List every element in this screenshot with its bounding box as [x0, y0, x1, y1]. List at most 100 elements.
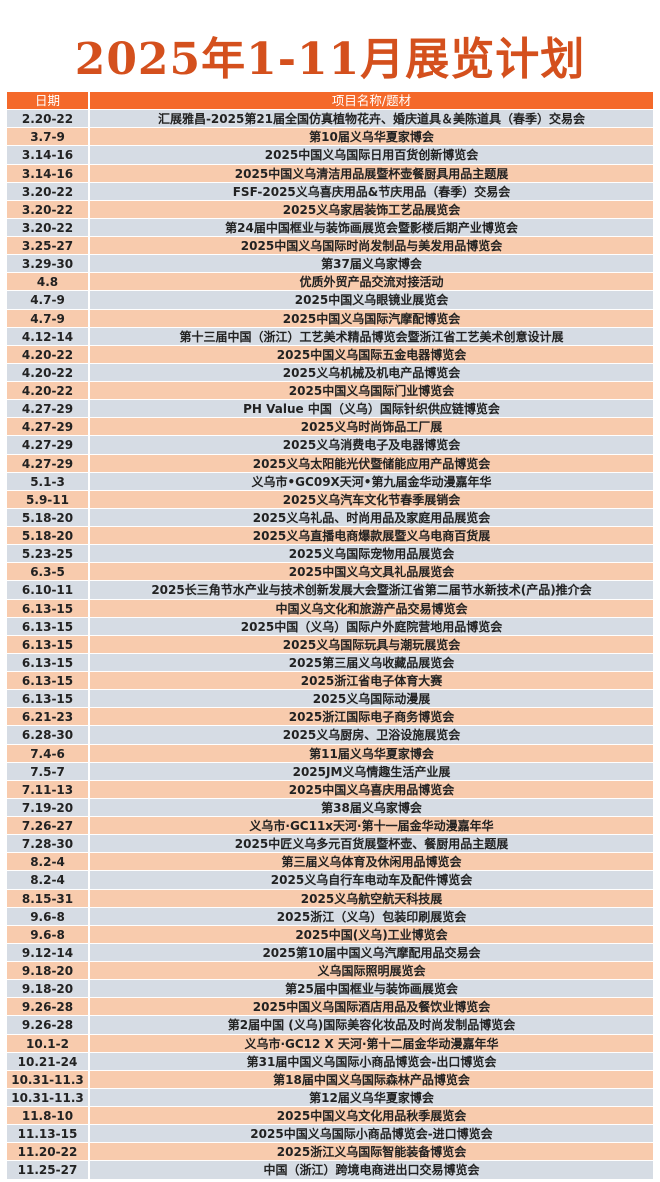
cell-exhibition-name: FSF-2025义乌喜庆用品&节庆用品（春季）交易会: [90, 182, 653, 201]
cell-exhibition-name: PH Value 中国（义乌）国际针织供应链博览会: [90, 400, 653, 419]
cell-exhibition-name: 2025浙江国际电子商务博览会: [90, 708, 653, 727]
cell-exhibition-name: 第24届中国框业与装饰画展览会暨影楼后期产业博览会: [90, 218, 653, 237]
cell-date: 4.7-9: [7, 309, 88, 328]
cell-exhibition-name: 义乌国际照明展览会: [90, 962, 653, 981]
table-row: 6.13-15 2025第三届义乌收藏品展览会: [7, 653, 653, 672]
table-row: 4.20-22 2025中国义乌国际门业博览会: [7, 382, 653, 401]
cell-date: 5.23-25: [7, 545, 88, 564]
cell-date: 4.27-29: [7, 400, 88, 419]
table-row: 3.14-16 2025中国义乌清洁用品展暨杯壶餐厨具用品主题展: [7, 164, 653, 183]
cell-exhibition-name: 第十三届中国（浙江）工艺美术精品博览会暨浙江省工艺美术创意设计展: [90, 327, 653, 346]
cell-date: 3.7-9: [7, 128, 88, 147]
cell-exhibition-name: 2025义乌航空航天科技展: [90, 889, 653, 908]
cell-date: 8.15-31: [7, 889, 88, 908]
cell-date: 11.25-27: [7, 1161, 88, 1180]
cell-exhibition-name: 2025义乌太阳能光伏暨储能应用产品博览会: [90, 454, 653, 473]
cell-date: 7.28-30: [7, 835, 88, 854]
cell-exhibition-name: 2025长三角节水产业与技术创新发展大会暨浙江省第二届节水新技术(产品)推介会: [90, 581, 653, 600]
table-body: 2.20-22 汇展雅昌-2025第21届全国仿真植物花卉、婚庆道具＆美陈道具（春…: [7, 110, 653, 1180]
cell-date: 6.3-5: [7, 563, 88, 582]
cell-exhibition-name: 第18届中国义乌国际森林产品博览会: [90, 1070, 653, 1089]
cell-exhibition-name: 2025义乌国际玩具与潮玩展览会: [90, 635, 653, 654]
cell-date: 6.13-15: [7, 690, 88, 709]
cell-date: 5.1-3: [7, 472, 88, 491]
cell-date: 10.21-24: [7, 1052, 88, 1071]
table-row: 2.20-22 汇展雅昌-2025第21届全国仿真植物花卉、婚庆道具＆美陈道具（春…: [7, 110, 653, 129]
cell-date: 4.27-29: [7, 436, 88, 455]
cell-date: 10.1-2: [7, 1034, 88, 1053]
table-row: 6.13-15 2025中国（义乌）国际户外庭院营地用品博览会: [7, 617, 653, 636]
cell-exhibition-name: 2025中国义乌国际时尚发制品与美发用品博览会: [90, 237, 653, 256]
table-row: 10.21-24 第31届中国义乌国际小商品博览会-出口博览会: [7, 1052, 653, 1071]
exhibition-table: 日期 项目名称/题材 2.20-22 汇展雅昌-2025第21届全国仿真植物花卉、…: [7, 92, 653, 1180]
cell-exhibition-name: 义乌市•GC09X天河•第九届金华动漫嘉年华: [90, 472, 653, 491]
cell-date: 3.14-16: [7, 146, 88, 165]
cell-date: 5.9-11: [7, 490, 88, 509]
cell-exhibition-name: 第11届义乌华夏家博会: [90, 744, 653, 763]
cell-exhibition-name: 2025第10届中国义乌汽摩配用品交易会: [90, 943, 653, 962]
cell-date: 6.13-15: [7, 635, 88, 654]
table-row: 8.15-31 2025义乌航空航天科技展: [7, 889, 653, 908]
cell-date: 6.21-23: [7, 708, 88, 727]
cell-exhibition-name: 2025浙江省电子体育大赛: [90, 672, 653, 691]
table-row: 6.13-15 2025浙江省电子体育大赛: [7, 672, 653, 691]
cell-date: 5.18-20: [7, 527, 88, 546]
cell-exhibition-name: 2025义乌国际宠物用品展览会: [90, 545, 653, 564]
cell-exhibition-name: 2025中国（义乌）国际户外庭院营地用品博览会: [90, 617, 653, 636]
table-row: 3.25-27 2025中国义乌国际时尚发制品与美发用品博览会: [7, 237, 653, 256]
cell-date: 3.20-22: [7, 200, 88, 219]
cell-date: 6.10-11: [7, 581, 88, 600]
table-row: 9.6-8 2025中国(义乌)工业博览会: [7, 925, 653, 944]
table-row: 3.20-22 2025义乌家居装饰工艺品展览会: [7, 200, 653, 219]
cell-exhibition-name: 第38届义乌家博会: [90, 798, 653, 817]
cell-date: 10.31-11.3: [7, 1088, 88, 1107]
table-row: 10.31-11.3 第12届义乌华夏家博会: [7, 1088, 653, 1107]
table-row: 4.27-29 2025义乌消费电子及电器博览会: [7, 436, 653, 455]
cell-date: 4.27-29: [7, 418, 88, 437]
table-row: 7.11-13 2025中国义乌喜庆用品博览会: [7, 780, 653, 799]
cell-exhibition-name: 汇展雅昌-2025第21届全国仿真植物花卉、婚庆道具＆美陈道具（春季）交易会: [90, 110, 653, 129]
cell-date: 3.14-16: [7, 164, 88, 183]
cell-date: 9.12-14: [7, 943, 88, 962]
cell-exhibition-name: 义乌市·GC12 X 天河·第十二届金华动漫嘉年华: [90, 1034, 653, 1053]
table-row: 9.12-14 2025第10届中国义乌汽摩配用品交易会: [7, 943, 653, 962]
cell-date: 3.29-30: [7, 255, 88, 274]
cell-exhibition-name: 第25届中国框业与装饰画展览会: [90, 980, 653, 999]
cell-exhibition-name: 第37届义乌家博会: [90, 255, 653, 274]
cell-exhibition-name: 2025中国义乌喜庆用品博览会: [90, 780, 653, 799]
table-row: 10.31-11.3 第18届中国义乌国际森林产品博览会: [7, 1070, 653, 1089]
table-row: 7.28-30 2025中匠义乌多元百货展暨杯壶、餐厨用品主题展: [7, 835, 653, 854]
table-row: 4.27-29 2025义乌太阳能光伏暨储能应用产品博览会: [7, 454, 653, 473]
cell-date: 6.13-15: [7, 599, 88, 618]
cell-exhibition-name: 2025义乌机械及机电产品博览会: [90, 363, 653, 382]
cell-exhibition-name: 2025JM义乌情趣生活产业展: [90, 762, 653, 781]
table-row: 6.10-11 2025长三角节水产业与技术创新发展大会暨浙江省第二届节水新技术(…: [7, 581, 653, 600]
table-row: 4.8 优质外贸产品交流对接活动: [7, 273, 653, 292]
table-row: 10.1-2 义乌市·GC12 X 天河·第十二届金华动漫嘉年华: [7, 1034, 653, 1053]
cell-date: 10.31-11.3: [7, 1070, 88, 1089]
cell-date: 6.13-15: [7, 617, 88, 636]
cell-date: 9.18-20: [7, 962, 88, 981]
cell-date: 9.6-8: [7, 925, 88, 944]
table-row: 4.7-9 2025中国义乌眼镜业展览会: [7, 291, 653, 310]
table-row: 7.19-20 第38届义乌家博会: [7, 798, 653, 817]
table-row: 5.18-20 2025义乌礼品、时尚用品及家庭用品展览会: [7, 508, 653, 527]
cell-date: 11.20-22: [7, 1143, 88, 1162]
cell-date: 7.5-7: [7, 762, 88, 781]
table-row: 5.23-25 2025义乌国际宠物用品展览会: [7, 545, 653, 564]
table-row: 3.7-9 第10届义乌华夏家博会: [7, 128, 653, 147]
cell-exhibition-name: 2025义乌汽车文化节春季展销会: [90, 490, 653, 509]
table-row: 7.26-27 义乌市·GC11x天河·第十一届金华动漫嘉年华: [7, 817, 653, 836]
cell-date: 3.25-27: [7, 237, 88, 256]
cell-exhibition-name: 2025义乌家居装饰工艺品展览会: [90, 200, 653, 219]
cell-exhibition-name: 2025义乌自行车电动车及配件博览会: [90, 871, 653, 890]
table-row: 4.7-9 2025中国义乌国际汽摩配博览会: [7, 309, 653, 328]
cell-exhibition-name: 义乌市·GC11x天河·第十一届金华动漫嘉年华: [90, 817, 653, 836]
cell-date: 4.8: [7, 273, 88, 292]
table-row: 6.13-15 中国义乌文化和旅游产品交易博览会: [7, 599, 653, 618]
cell-date: 9.26-28: [7, 1016, 88, 1035]
cell-date: 3.20-22: [7, 218, 88, 237]
cell-exhibition-name: 2025浙江义乌国际智能装备博览会: [90, 1143, 653, 1162]
cell-exhibition-name: 2025义乌厨房、卫浴设施展览会: [90, 726, 653, 745]
cell-exhibition-name: 2025中国义乌国际五金电器博览会: [90, 345, 653, 364]
